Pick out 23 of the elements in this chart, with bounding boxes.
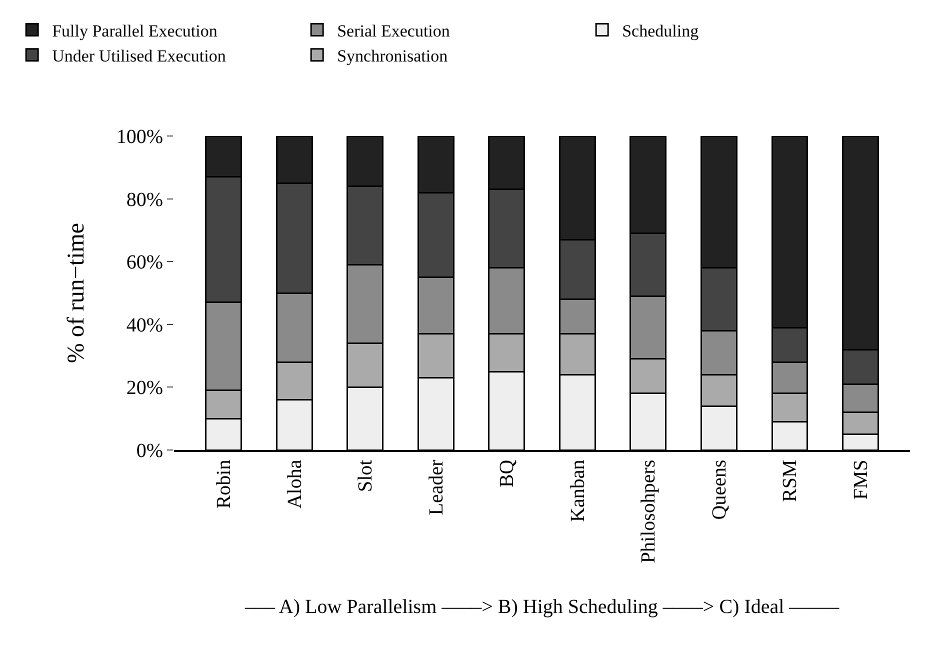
y-axis-title: % of run−time <box>63 222 90 364</box>
legend-label: Fully Parallel Execution <box>52 21 218 40</box>
y-tick-label: 40% <box>126 314 163 336</box>
x-tick-label: BQ <box>496 459 518 488</box>
y-tick-label: 100% <box>116 126 163 148</box>
x-tick-label: Kanban <box>566 460 589 522</box>
y-tick-label: 0% <box>136 440 163 462</box>
x-tick-label: RSM <box>779 460 802 502</box>
x-tick-label: Slot <box>354 459 377 492</box>
legend-label: Scheduling <box>622 21 700 40</box>
y-tick-label: 60% <box>126 252 163 274</box>
y-tick-label: 80% <box>126 188 163 211</box>
legend-label: Synchronisation <box>337 46 448 66</box>
legend-label: Serial Execution <box>337 21 450 40</box>
x-tick-label: Aloha <box>284 460 306 509</box>
y-tick-label: 20% <box>126 377 163 400</box>
x-tick-label: Philosohpers <box>638 460 660 564</box>
legend-label: Under Utilised Execution <box>52 46 226 66</box>
x-tick-label: Leader <box>425 459 448 516</box>
x-tick-label: FMS <box>850 460 872 500</box>
text: ––– A) Low Parallelism ––––> B) High Scheduling ––––> C) Ideal ––––– <box>244 596 840 618</box>
x-tick-label: Robin <box>213 460 236 509</box>
x-tick-label: Queens <box>708 460 730 520</box>
